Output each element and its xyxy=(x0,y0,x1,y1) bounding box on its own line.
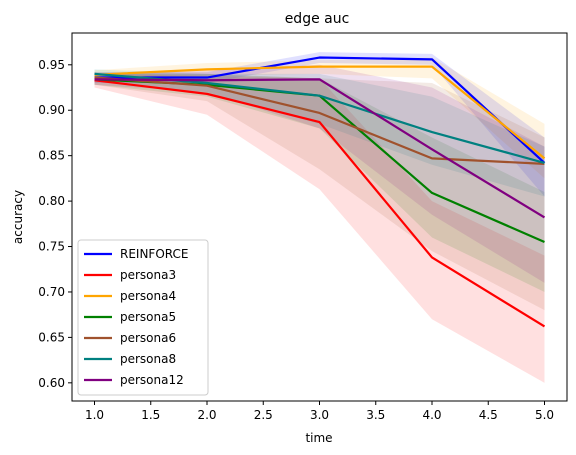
x-axis-label: time xyxy=(305,431,332,445)
y-tick-label: 0.90 xyxy=(38,103,65,117)
band-persona4 xyxy=(94,57,545,179)
band-persona3 xyxy=(94,73,545,383)
y-tick-label: 0.70 xyxy=(38,285,65,299)
x-tick-label: 4.0 xyxy=(422,408,441,422)
line-persona6 xyxy=(94,76,545,165)
y-tick-label: 0.75 xyxy=(38,240,65,254)
legend-label-persona4: persona4 xyxy=(120,289,176,303)
line-persona12 xyxy=(94,78,546,219)
legend-label-persona5: persona5 xyxy=(120,310,176,324)
x-tick-label: 4.5 xyxy=(479,408,498,422)
axis-ticks: 1.0 1.5 2.0 2.5 3.0 3.5 4.0 4.5 5.0 0.60 0.65 0.70 0… xyxy=(38,58,554,422)
y-tick-label: 0.85 xyxy=(38,149,65,163)
legend-label-persona8: persona8 xyxy=(120,352,176,366)
legend: REINFORCE persona3 persona4 persona5 persona… xyxy=(77,239,209,396)
legend-label-persona3: persona3 xyxy=(120,268,176,282)
x-tick-label: 1.0 xyxy=(85,408,104,422)
legend-label-persona12: persona12 xyxy=(120,373,184,387)
x-tick-label: 2.0 xyxy=(197,408,216,422)
y-tick-label: 0.95 xyxy=(38,58,65,72)
series-lines xyxy=(94,56,546,328)
chart-title: edge auc xyxy=(285,11,350,27)
x-tick-label: 3.0 xyxy=(310,408,329,422)
y-axis-label: accuracy xyxy=(11,190,25,244)
band-persona5 xyxy=(94,73,545,292)
line-reinforce xyxy=(94,56,546,164)
line-persona4 xyxy=(94,65,546,160)
legend-label-reinforce: REINFORCE xyxy=(120,247,188,261)
legend-label-persona6: persona6 xyxy=(120,331,176,345)
x-tick-label: 1.5 xyxy=(141,408,160,422)
line-persona3 xyxy=(94,79,546,328)
y-tick-label: 0.60 xyxy=(38,376,65,390)
band-persona8 xyxy=(94,69,545,197)
y-tick-label: 0.65 xyxy=(38,330,65,344)
legend-box xyxy=(77,239,209,396)
plot-frame xyxy=(71,32,568,402)
band-persona12 xyxy=(94,64,545,283)
y-tick-label: 0.80 xyxy=(38,194,65,208)
x-tick-label: 2.5 xyxy=(254,408,273,422)
x-tick-label: 3.5 xyxy=(366,408,385,422)
x-tick-label: 5.0 xyxy=(535,408,554,422)
